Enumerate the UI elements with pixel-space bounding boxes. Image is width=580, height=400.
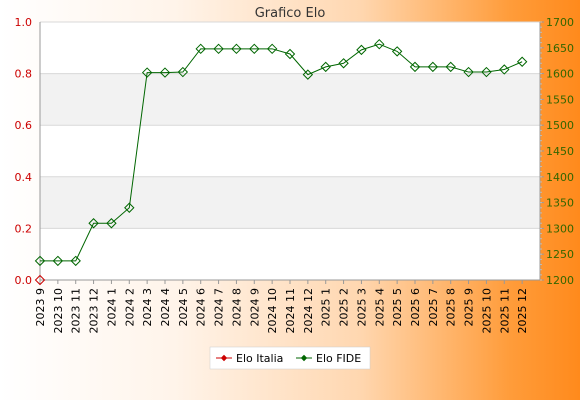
data-point [302, 69, 314, 80]
data-point [195, 43, 206, 55]
x-tick-label: 2024 7 [213, 288, 226, 327]
x-tick-label: 2025 9 [463, 288, 476, 327]
left-tick-label: 0.0 [15, 274, 33, 287]
x-tick-label: 2023 9 [34, 288, 47, 327]
x-tick-label: 2025 3 [355, 288, 368, 327]
legend-label: Elo FIDE [316, 352, 361, 365]
left-tick-label: 0.6 [15, 119, 33, 132]
data-point [34, 274, 46, 286]
x-tick-label: 2024 4 [159, 288, 172, 327]
x-tick-label: 2023 10 [52, 288, 65, 334]
x-tick-label: 2023 11 [70, 288, 83, 334]
chart-title: Grafico Elo [255, 6, 326, 21]
data-point [427, 61, 439, 73]
x-tick-label: 2025 2 [338, 288, 351, 327]
right-tick-label: 1500 [546, 119, 574, 132]
right-tick-label: 1350 [546, 197, 574, 210]
left-tick-label: 0.8 [15, 68, 33, 81]
x-tick-label: 2025 6 [409, 288, 422, 327]
x-tick-label: 2025 7 [427, 288, 440, 327]
x-tick-label: 2025 8 [445, 288, 458, 327]
x-tick-label: 2024 12 [302, 288, 315, 334]
data-point [141, 67, 153, 78]
data-point [88, 218, 99, 229]
data-point [320, 61, 331, 73]
data-point [499, 64, 510, 75]
right-tick-label: 1250 [546, 248, 574, 261]
left-tick-label: 0.4 [15, 171, 33, 184]
left-tick-label: 0.2 [15, 222, 33, 235]
data-point [356, 44, 367, 56]
x-tick-label: 2024 9 [248, 288, 261, 327]
x-tick-label: 2025 5 [391, 288, 404, 327]
right-tick-label: 1200 [546, 274, 574, 287]
data-point [249, 43, 260, 55]
data-point [159, 67, 171, 78]
data-point [481, 66, 492, 78]
data-point [391, 46, 403, 57]
right-tick-label: 1450 [546, 145, 574, 158]
data-point [409, 61, 421, 73]
x-tick-label: 2025 4 [373, 288, 386, 327]
data-point [34, 255, 46, 267]
legend-marker [300, 354, 308, 362]
x-tick-label: 2025 12 [516, 288, 529, 334]
data-point [106, 218, 117, 229]
x-tick-label: 2024 10 [266, 288, 279, 334]
x-tick-label: 2024 6 [195, 288, 208, 327]
x-tick-label: 2025 11 [498, 288, 511, 334]
data-point [70, 255, 81, 267]
grid-band [40, 176, 540, 229]
data-point [463, 66, 474, 78]
x-tick-label: 2024 2 [123, 288, 136, 327]
plot-area [40, 22, 540, 280]
data-point [124, 202, 135, 213]
data-point [177, 66, 189, 78]
x-tick-label: 2024 8 [230, 288, 243, 327]
right-tick-label: 1400 [546, 171, 574, 184]
right-tick-label: 1550 [546, 93, 574, 106]
data-point [284, 48, 296, 60]
data-point [266, 43, 278, 55]
x-tick-label: 2025 1 [320, 288, 333, 327]
series-line [40, 43, 523, 262]
data-point [338, 58, 349, 69]
legend-marker [220, 354, 228, 362]
x-tick-label: 2024 11 [284, 288, 297, 334]
x-tick-label: 2024 1 [105, 288, 118, 327]
right-tick-label: 1700 [546, 16, 574, 29]
grid-band [40, 73, 540, 126]
legend-label: Elo Italia [236, 352, 283, 365]
data-point [231, 43, 242, 55]
data-point [213, 43, 224, 55]
right-tick-label: 1600 [546, 68, 574, 81]
x-tick-label: 2023 12 [88, 288, 101, 334]
legend-box [209, 346, 371, 370]
x-tick-label: 2025 10 [480, 288, 493, 334]
data-point [516, 56, 528, 67]
data-point [52, 255, 64, 267]
right-tick-label: 1650 [546, 42, 574, 55]
data-point [374, 38, 385, 50]
x-tick-label: 2024 5 [177, 288, 190, 327]
right-tick-label: 1300 [546, 222, 574, 235]
data-point [445, 61, 456, 73]
left-tick-label: 1.0 [15, 16, 33, 29]
x-tick-label: 2024 3 [141, 288, 154, 327]
